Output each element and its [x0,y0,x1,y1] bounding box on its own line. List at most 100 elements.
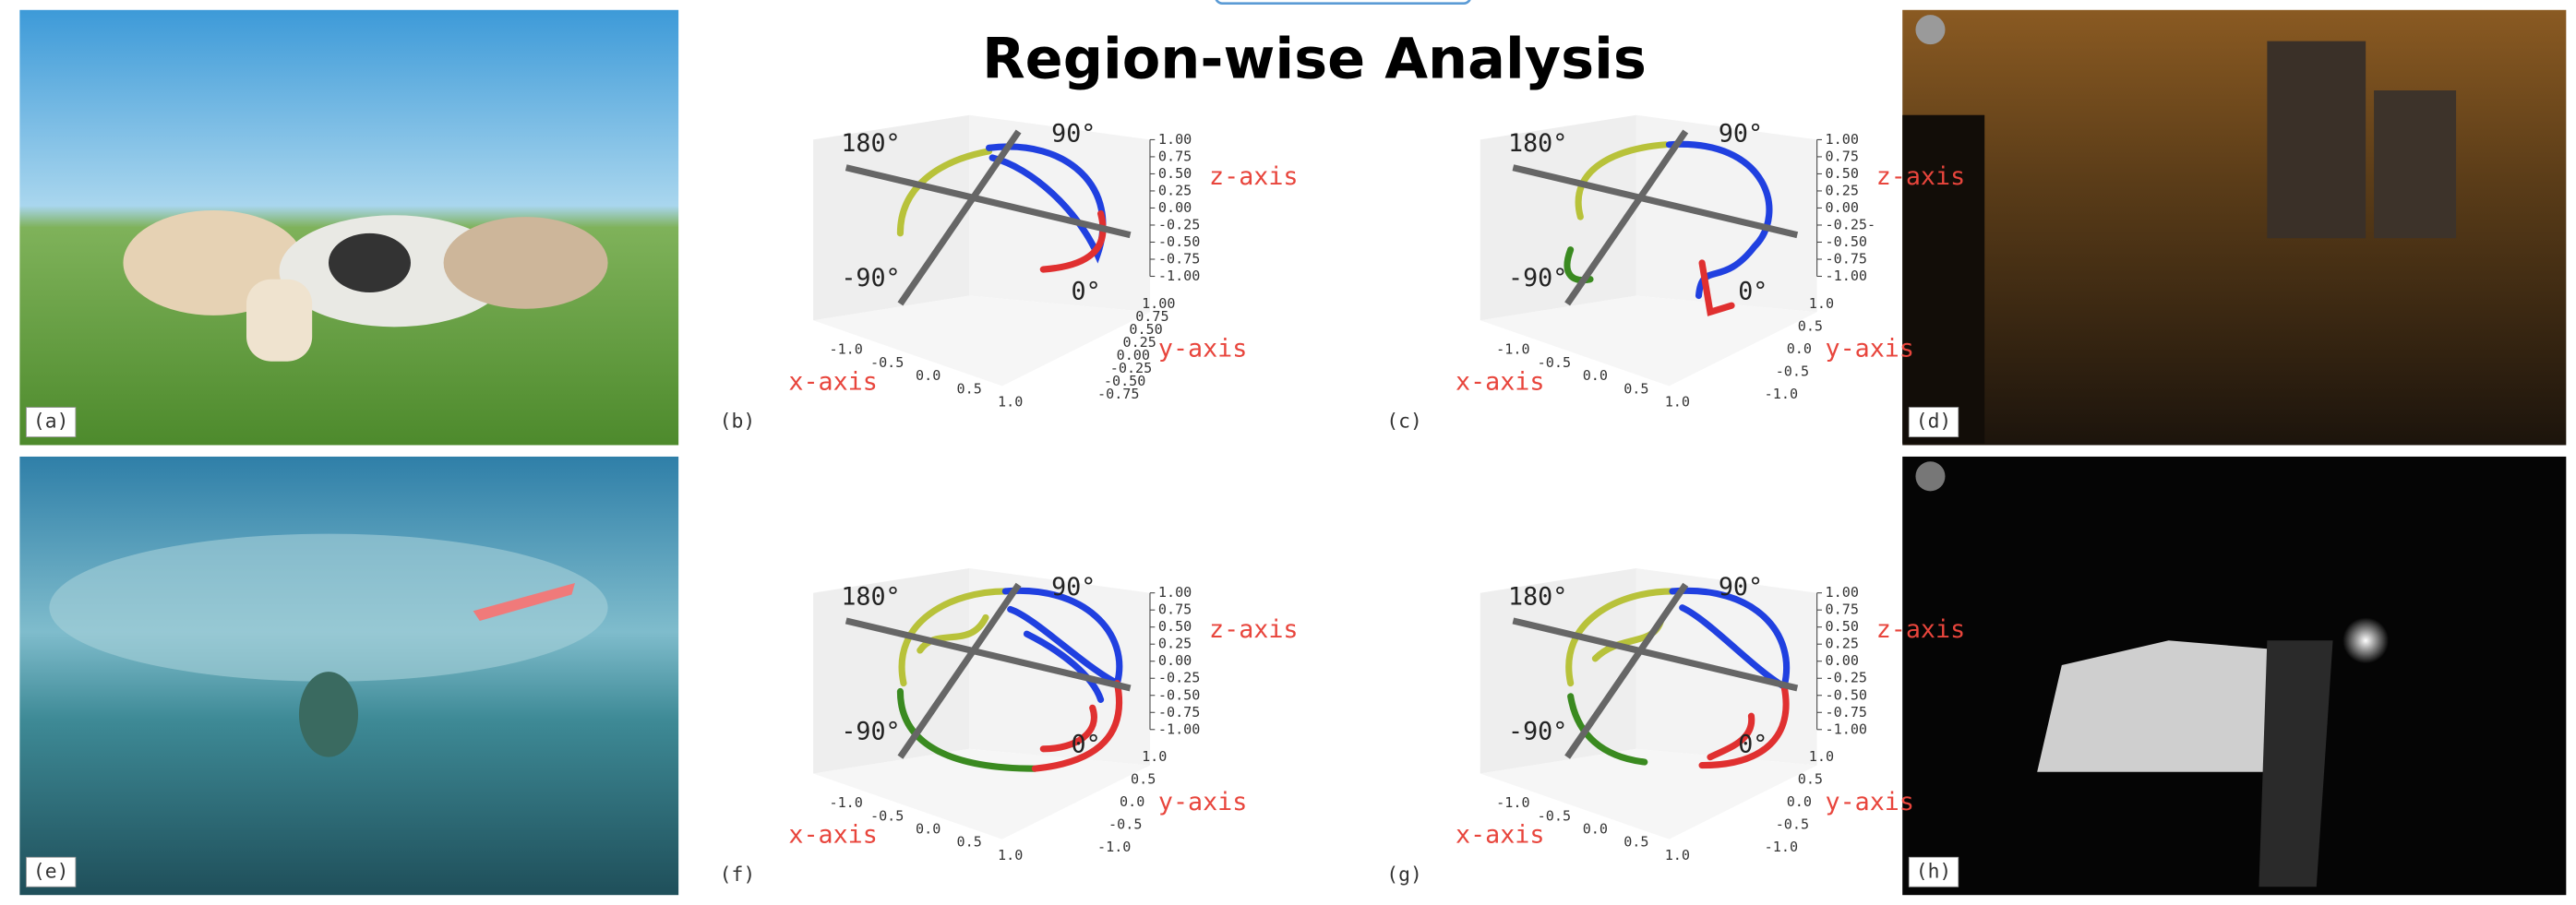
z-tick-label: -1.00 [1158,720,1200,737]
x-tick-label: 0.5 [1623,380,1648,397]
angle-label: 90° [1051,120,1096,149]
angle-label: 90° [1719,120,1763,149]
z-tick-label: 1.00 [1158,131,1192,148]
photo-label: (h) [1916,860,1952,883]
angle-label: -90° [841,264,900,292]
x-tick-label: 1.0 [1665,394,1690,411]
z-tick-label: 0.25 [1158,182,1192,198]
plot-label: (f) [720,863,756,887]
x-axis-label: x-axis [788,821,877,850]
z-axis-label: z-axis [1876,615,1965,644]
x-tick-label: 1.0 [1665,847,1690,863]
z-tick-label: -0.50 [1826,686,1867,703]
y-tick-label: 0.5 [1798,317,1823,334]
angle-label: 0° [1738,731,1767,759]
z-tick-label: -1.00 [1826,268,1867,284]
y-tick-label: 0.5 [1798,771,1823,788]
y-tick-label: -0.5 [1108,816,1142,833]
x-tick-label: 0.0 [1583,821,1608,838]
z-tick-label: -0.50 [1158,686,1200,703]
z-tick-label: -1.00 [1158,268,1200,284]
angle-label: -90° [1508,717,1567,745]
x-axis-label: x-axis [1456,367,1544,396]
z-tick-label: 1.00 [1826,584,1859,601]
y-tick-label: 0.0 [1787,340,1812,357]
z-tick-label: -0.25 [1826,670,1867,686]
z-tick-label: -0.50 [1826,233,1867,250]
z-tick-label: 0.00 [1826,199,1859,216]
z-tick-label: 1.00 [1826,131,1859,148]
z-tick-label: 0.50 [1158,618,1192,635]
z-tick-label: -1.00 [1826,720,1867,737]
z-tick-label: 1.00 [1158,584,1192,601]
z-tick-label: 0.50 [1826,618,1859,635]
plot: 180°90°-90°0°1.000.750.500.250.00-0.25-0… [720,568,1299,887]
x-tick-label: -1.0 [1496,341,1529,358]
y-tick-label: -1.0 [1765,839,1798,855]
y-axis-label: y-axis [1826,788,1914,816]
y-tick-label: 1.0 [1809,295,1834,312]
y-tick-label: -0.5 [1776,816,1809,833]
z-tick-label: -0.50 [1158,233,1200,250]
z-tick-label: -0.75 [1158,704,1200,720]
plot: 180°90°-90°0°1.000.750.500.250.00-0.25-0… [1386,568,1965,887]
plot-label: (b) [720,411,756,434]
y-tick-label: -0.75 [1097,386,1139,402]
z-tick-label: 0.50 [1826,165,1859,182]
x-tick-label: -1.0 [829,794,862,811]
z-tick-label: 0.75 [1826,148,1859,164]
photo-label: (a) [33,411,69,434]
z-tick-label: -0.75 [1826,704,1867,720]
angle-label: 0° [1738,277,1767,305]
y-tick-label: -0.5 [1776,363,1809,379]
x-axis-label: x-axis [788,367,877,396]
z-tick-label: 0.25 [1826,636,1859,652]
z-tick-label: 0.00 [1826,652,1859,669]
x-tick-label: 0.0 [1583,367,1608,384]
angle-label: 180° [1508,129,1567,158]
z-tick-label: -0.25- [1826,216,1876,232]
x-tick-label: 0.5 [1623,834,1648,851]
z-tick-label: 0.75 [1826,601,1859,618]
plot-label: (c) [1386,411,1422,434]
frame-tab [1216,0,1470,4]
y-tick-label: 1.0 [1809,748,1834,765]
x-tick-label: 0.5 [957,380,982,397]
y-tick-label: -1.0 [1765,386,1798,402]
x-tick-label: 0.0 [916,367,941,384]
x-axis-label: x-axis [1456,821,1544,850]
x-tick-label: 0.5 [957,834,982,851]
y-axis-label: y-axis [1158,788,1247,816]
z-axis-label: z-axis [1876,162,1965,191]
z-tick-label: 0.75 [1158,601,1192,618]
y-tick-label: 1.0 [1142,748,1167,765]
x-tick-label: 1.0 [998,847,1023,863]
x-tick-label: 1.0 [998,394,1023,411]
z-tick-label: -0.75 [1826,250,1867,267]
z-tick-label: 0.75 [1158,148,1192,164]
z-tick-label: -0.25 [1158,670,1200,686]
z-tick-label: -0.75 [1158,250,1200,267]
figure: Region-wise Analysis (a) (d) (e) (h) 180° 90… [0,0,2576,905]
angle-label: -90° [841,717,900,745]
photo-a [19,10,678,446]
photo-label: (d) [1916,411,1952,434]
photo-h [1902,457,2566,895]
z-axis-label: z-axis [1209,615,1298,644]
photo-label: (e) [33,860,69,883]
plot-label: (g) [1386,863,1422,887]
angle-label: 90° [1051,573,1096,601]
angle-label: 180° [1508,583,1567,612]
angle-label: 90° [1719,573,1763,601]
x-tick-label: 0.0 [916,821,941,838]
angle-label: 0° [1072,731,1101,759]
angle-label: 180° [841,129,900,158]
plot: 180°90°-90°0°1.000.750.500.250.00-0.25--… [1386,115,1965,434]
photo-d [1902,10,2566,446]
title: Region-wise Analysis [982,27,1647,91]
y-tick-label: 0.0 [1120,793,1144,810]
x-tick-label: -1.0 [1496,794,1529,811]
z-tick-label: 0.50 [1158,165,1192,182]
z-axis-label: z-axis [1209,162,1298,191]
y-axis-label: y-axis [1826,335,1914,363]
